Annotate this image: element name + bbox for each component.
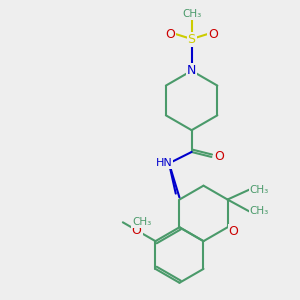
Text: CH₃: CH₃ [182,9,201,19]
Text: O: O [208,28,218,40]
Text: O: O [132,224,142,237]
Text: CH₃: CH₃ [250,206,269,216]
Text: N: N [187,64,196,77]
Text: CH₃: CH₃ [250,184,269,195]
Text: O: O [229,225,238,238]
Text: HN: HN [155,158,172,168]
Text: O: O [165,28,175,40]
Text: S: S [188,32,196,46]
Text: O: O [214,150,224,164]
Text: CH₃: CH₃ [133,217,152,227]
